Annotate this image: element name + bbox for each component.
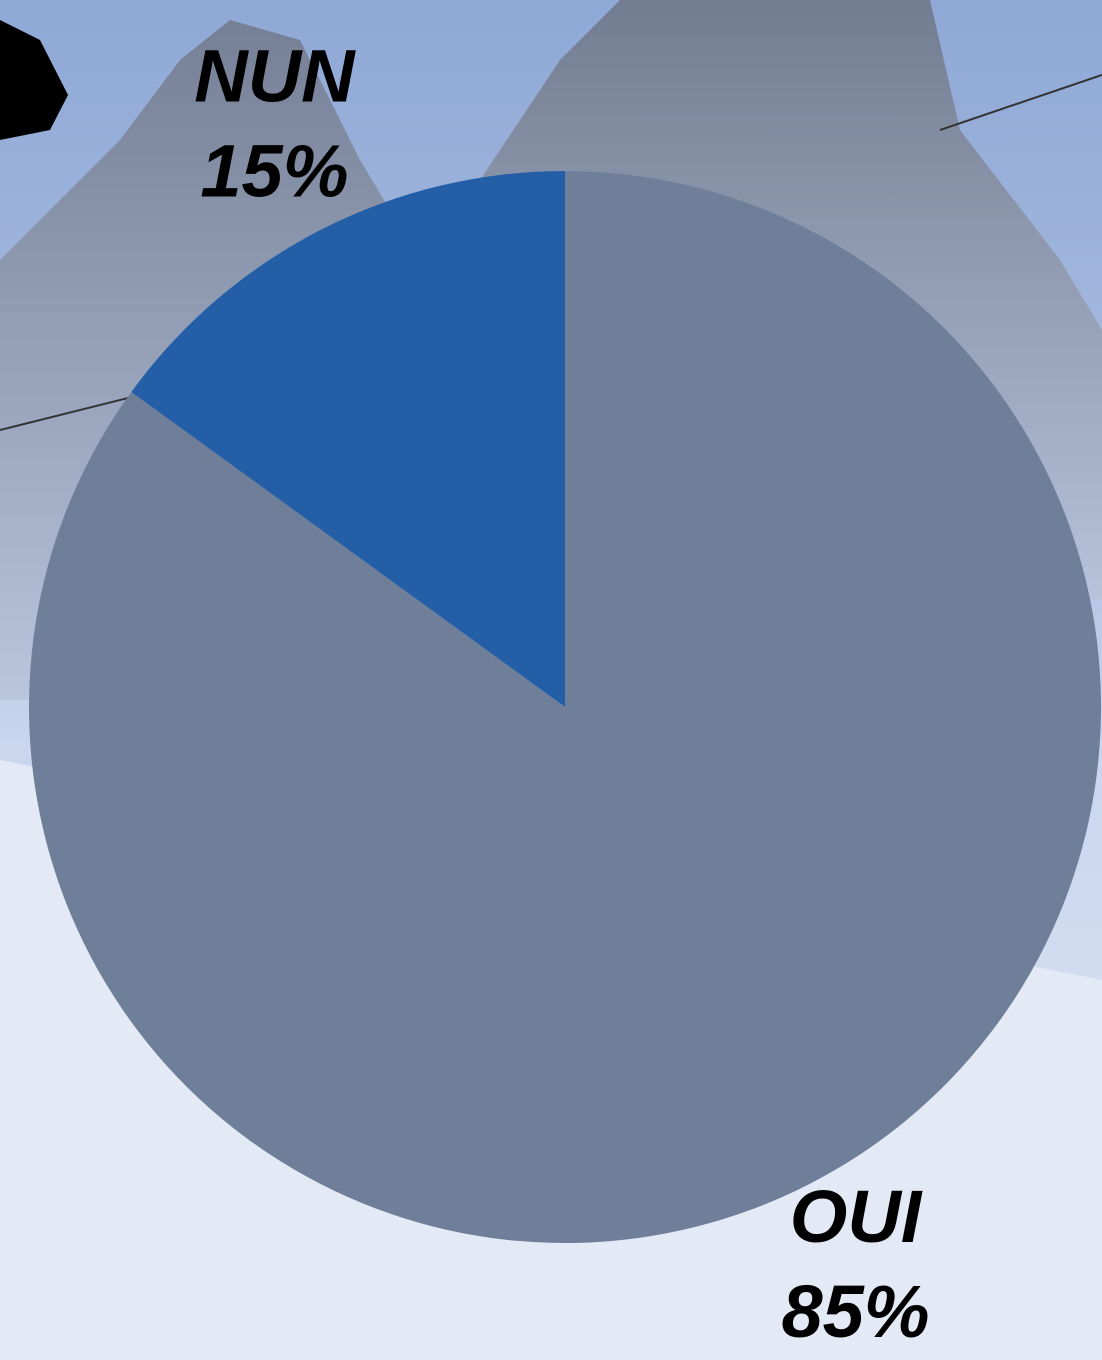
cable	[939, 74, 1102, 131]
pie-slice	[131, 170, 566, 707]
slice-label: NUN	[194, 34, 356, 117]
value-label: 15%	[200, 129, 348, 212]
slice-label: OUI	[790, 1175, 923, 1258]
pie	[29, 170, 1102, 1243]
value-label: 85%	[781, 1270, 929, 1353]
pie-slice	[29, 171, 1102, 1243]
cable	[0, 394, 141, 431]
logo-shape	[0, 20, 68, 140]
